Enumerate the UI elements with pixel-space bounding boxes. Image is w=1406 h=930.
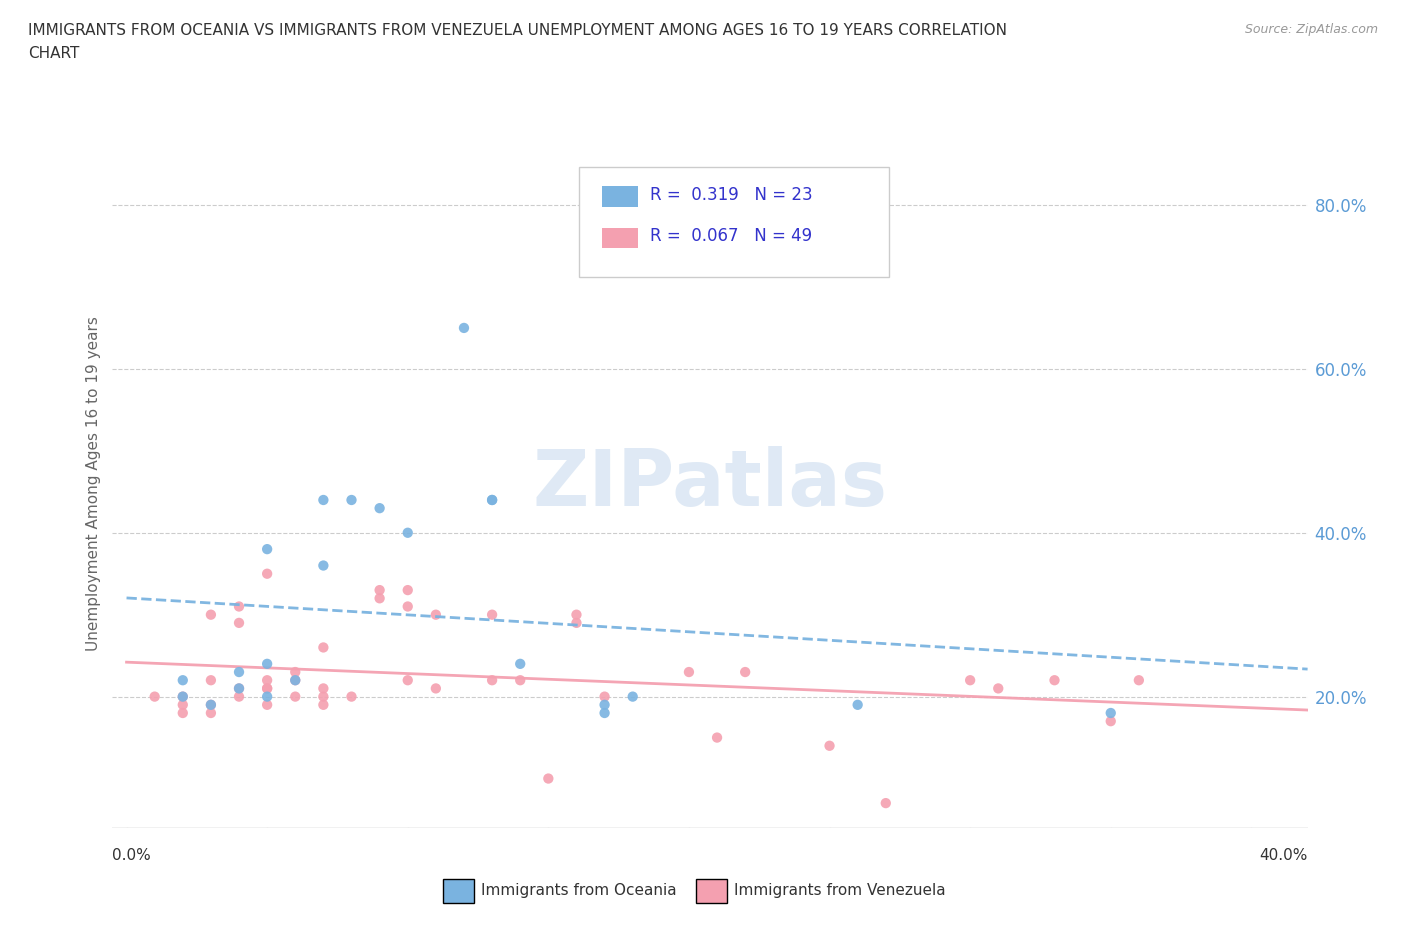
Point: [1099, 713, 1122, 728]
Y-axis label: Unemployment Among Ages 16 to 19 years: Unemployment Among Ages 16 to 19 years: [86, 316, 101, 651]
Point: [172, 698, 194, 712]
Bar: [603, 228, 638, 248]
Point: [312, 640, 335, 655]
Point: [200, 706, 222, 721]
Point: [1099, 706, 1122, 721]
Point: [481, 607, 503, 622]
Point: [453, 321, 475, 336]
Point: [172, 689, 194, 704]
Point: [481, 672, 503, 687]
Point: [256, 672, 278, 687]
Point: [200, 607, 222, 622]
Text: R =  0.319   N = 23: R = 0.319 N = 23: [650, 186, 813, 204]
Point: [481, 493, 503, 508]
Point: [565, 607, 588, 622]
Point: [228, 616, 250, 631]
Point: [312, 493, 335, 508]
Point: [425, 681, 447, 696]
Point: [593, 689, 616, 704]
Point: [228, 681, 250, 696]
Point: [818, 738, 841, 753]
Point: [200, 698, 222, 712]
Point: [987, 681, 1010, 696]
Point: [340, 689, 363, 704]
Point: [565, 616, 588, 631]
Point: [256, 698, 278, 712]
Point: [172, 689, 194, 704]
Point: [200, 698, 222, 712]
Point: [200, 672, 222, 687]
Point: [340, 493, 363, 508]
Text: Immigrants from Oceania: Immigrants from Oceania: [481, 884, 676, 898]
Point: [621, 689, 644, 704]
Point: [228, 665, 250, 680]
Point: [256, 541, 278, 556]
Point: [368, 500, 391, 515]
Text: Source: ZipAtlas.com: Source: ZipAtlas.com: [1244, 23, 1378, 36]
Point: [172, 672, 194, 687]
Text: R =  0.067   N = 49: R = 0.067 N = 49: [650, 227, 813, 245]
Point: [368, 583, 391, 598]
Point: [1128, 672, 1150, 687]
Point: [256, 681, 278, 696]
FancyBboxPatch shape: [579, 167, 889, 277]
Point: [368, 591, 391, 605]
Text: Immigrants from Venezuela: Immigrants from Venezuela: [734, 884, 946, 898]
Point: [312, 558, 335, 573]
Point: [875, 796, 897, 811]
Point: [509, 657, 531, 671]
Point: [284, 689, 307, 704]
Text: IMMIGRANTS FROM OCEANIA VS IMMIGRANTS FROM VENEZUELA UNEMPLOYMENT AMONG AGES 16 : IMMIGRANTS FROM OCEANIA VS IMMIGRANTS FR…: [28, 23, 1007, 38]
Point: [256, 657, 278, 671]
Text: CHART: CHART: [28, 46, 80, 61]
Point: [228, 689, 250, 704]
Point: [678, 665, 700, 680]
Point: [143, 689, 166, 704]
Point: [706, 730, 728, 745]
Point: [593, 706, 616, 721]
Point: [537, 771, 560, 786]
Text: 40.0%: 40.0%: [1260, 848, 1308, 863]
Point: [396, 525, 419, 540]
Point: [396, 599, 419, 614]
Point: [172, 706, 194, 721]
Bar: [603, 186, 638, 207]
Point: [312, 689, 335, 704]
Point: [284, 665, 307, 680]
Point: [425, 607, 447, 622]
Point: [846, 698, 869, 712]
Point: [593, 698, 616, 712]
Point: [959, 672, 981, 687]
Point: [284, 672, 307, 687]
Point: [1043, 672, 1066, 687]
Point: [228, 599, 250, 614]
Point: [256, 566, 278, 581]
Point: [734, 665, 756, 680]
Point: [284, 672, 307, 687]
Point: [481, 493, 503, 508]
Point: [312, 698, 335, 712]
Text: ZIPatlas: ZIPatlas: [533, 445, 887, 522]
Point: [256, 689, 278, 704]
Point: [509, 672, 531, 687]
Point: [256, 681, 278, 696]
Point: [396, 672, 419, 687]
Text: 0.0%: 0.0%: [112, 848, 152, 863]
Point: [396, 583, 419, 598]
Point: [228, 681, 250, 696]
Point: [312, 681, 335, 696]
